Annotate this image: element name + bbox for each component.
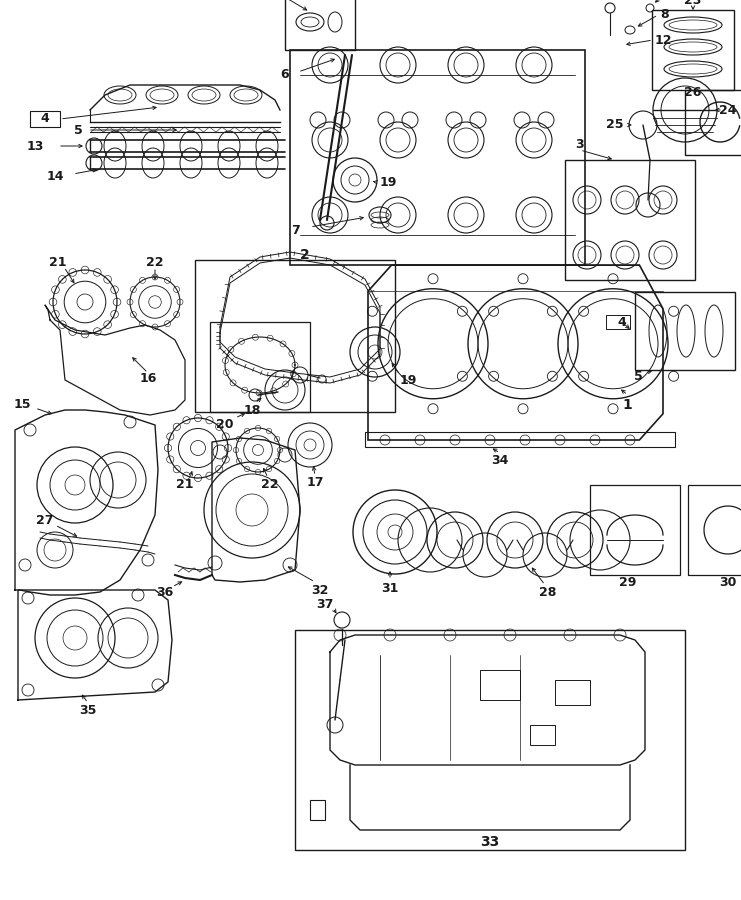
Text: 4: 4 bbox=[618, 316, 626, 328]
Bar bbox=[480, 670, 520, 700]
Bar bbox=[285, 0, 355, 50]
Text: 4: 4 bbox=[41, 112, 50, 125]
Bar bbox=[555, 680, 590, 705]
Text: 31: 31 bbox=[382, 581, 399, 595]
Text: 37: 37 bbox=[316, 598, 333, 610]
Text: 30: 30 bbox=[720, 575, 737, 589]
Text: 16: 16 bbox=[139, 372, 156, 384]
Text: 32: 32 bbox=[311, 583, 329, 597]
Text: 28: 28 bbox=[539, 586, 556, 598]
Text: 26: 26 bbox=[684, 86, 702, 98]
Text: 35: 35 bbox=[79, 704, 96, 716]
Bar bbox=[210, 322, 310, 412]
Text: 33: 33 bbox=[480, 835, 499, 849]
Text: 20: 20 bbox=[216, 418, 233, 430]
Text: 19: 19 bbox=[379, 176, 396, 188]
Text: 19: 19 bbox=[399, 374, 416, 386]
Text: 7: 7 bbox=[290, 223, 299, 237]
Bar bbox=[688, 485, 741, 575]
Text: 5: 5 bbox=[634, 371, 642, 383]
Text: 29: 29 bbox=[619, 575, 637, 589]
Bar bbox=[310, 800, 325, 820]
Bar bbox=[652, 10, 734, 90]
Text: 12: 12 bbox=[654, 33, 672, 47]
Text: 21: 21 bbox=[176, 479, 193, 491]
Bar bbox=[606, 315, 630, 329]
Text: 18: 18 bbox=[243, 403, 261, 417]
Text: 17: 17 bbox=[306, 475, 324, 489]
Text: 27: 27 bbox=[36, 514, 54, 526]
Text: 24: 24 bbox=[720, 104, 737, 116]
Text: 8: 8 bbox=[661, 8, 669, 22]
Text: 15: 15 bbox=[13, 399, 30, 411]
Bar bbox=[565, 160, 695, 280]
Text: 21: 21 bbox=[49, 256, 67, 268]
Bar bbox=[635, 292, 735, 370]
Text: 22: 22 bbox=[262, 479, 279, 491]
Text: 13: 13 bbox=[27, 140, 44, 152]
Text: 14: 14 bbox=[46, 169, 64, 183]
Text: 5: 5 bbox=[73, 123, 82, 137]
Bar bbox=[365, 432, 675, 447]
Bar bbox=[590, 485, 680, 575]
Bar bbox=[30, 111, 60, 127]
Text: 22: 22 bbox=[146, 256, 164, 268]
Bar bbox=[530, 725, 555, 745]
Text: 6: 6 bbox=[281, 68, 289, 82]
Text: 36: 36 bbox=[156, 586, 173, 598]
Bar bbox=[685, 90, 741, 155]
Text: 2: 2 bbox=[300, 248, 310, 262]
Bar bbox=[290, 50, 585, 265]
Bar bbox=[295, 630, 685, 850]
Text: 23: 23 bbox=[684, 0, 702, 6]
Text: 1: 1 bbox=[622, 398, 633, 412]
Text: 34: 34 bbox=[491, 454, 508, 466]
Text: 25: 25 bbox=[606, 119, 624, 131]
Text: 3: 3 bbox=[576, 139, 585, 151]
Bar bbox=[195, 260, 395, 412]
